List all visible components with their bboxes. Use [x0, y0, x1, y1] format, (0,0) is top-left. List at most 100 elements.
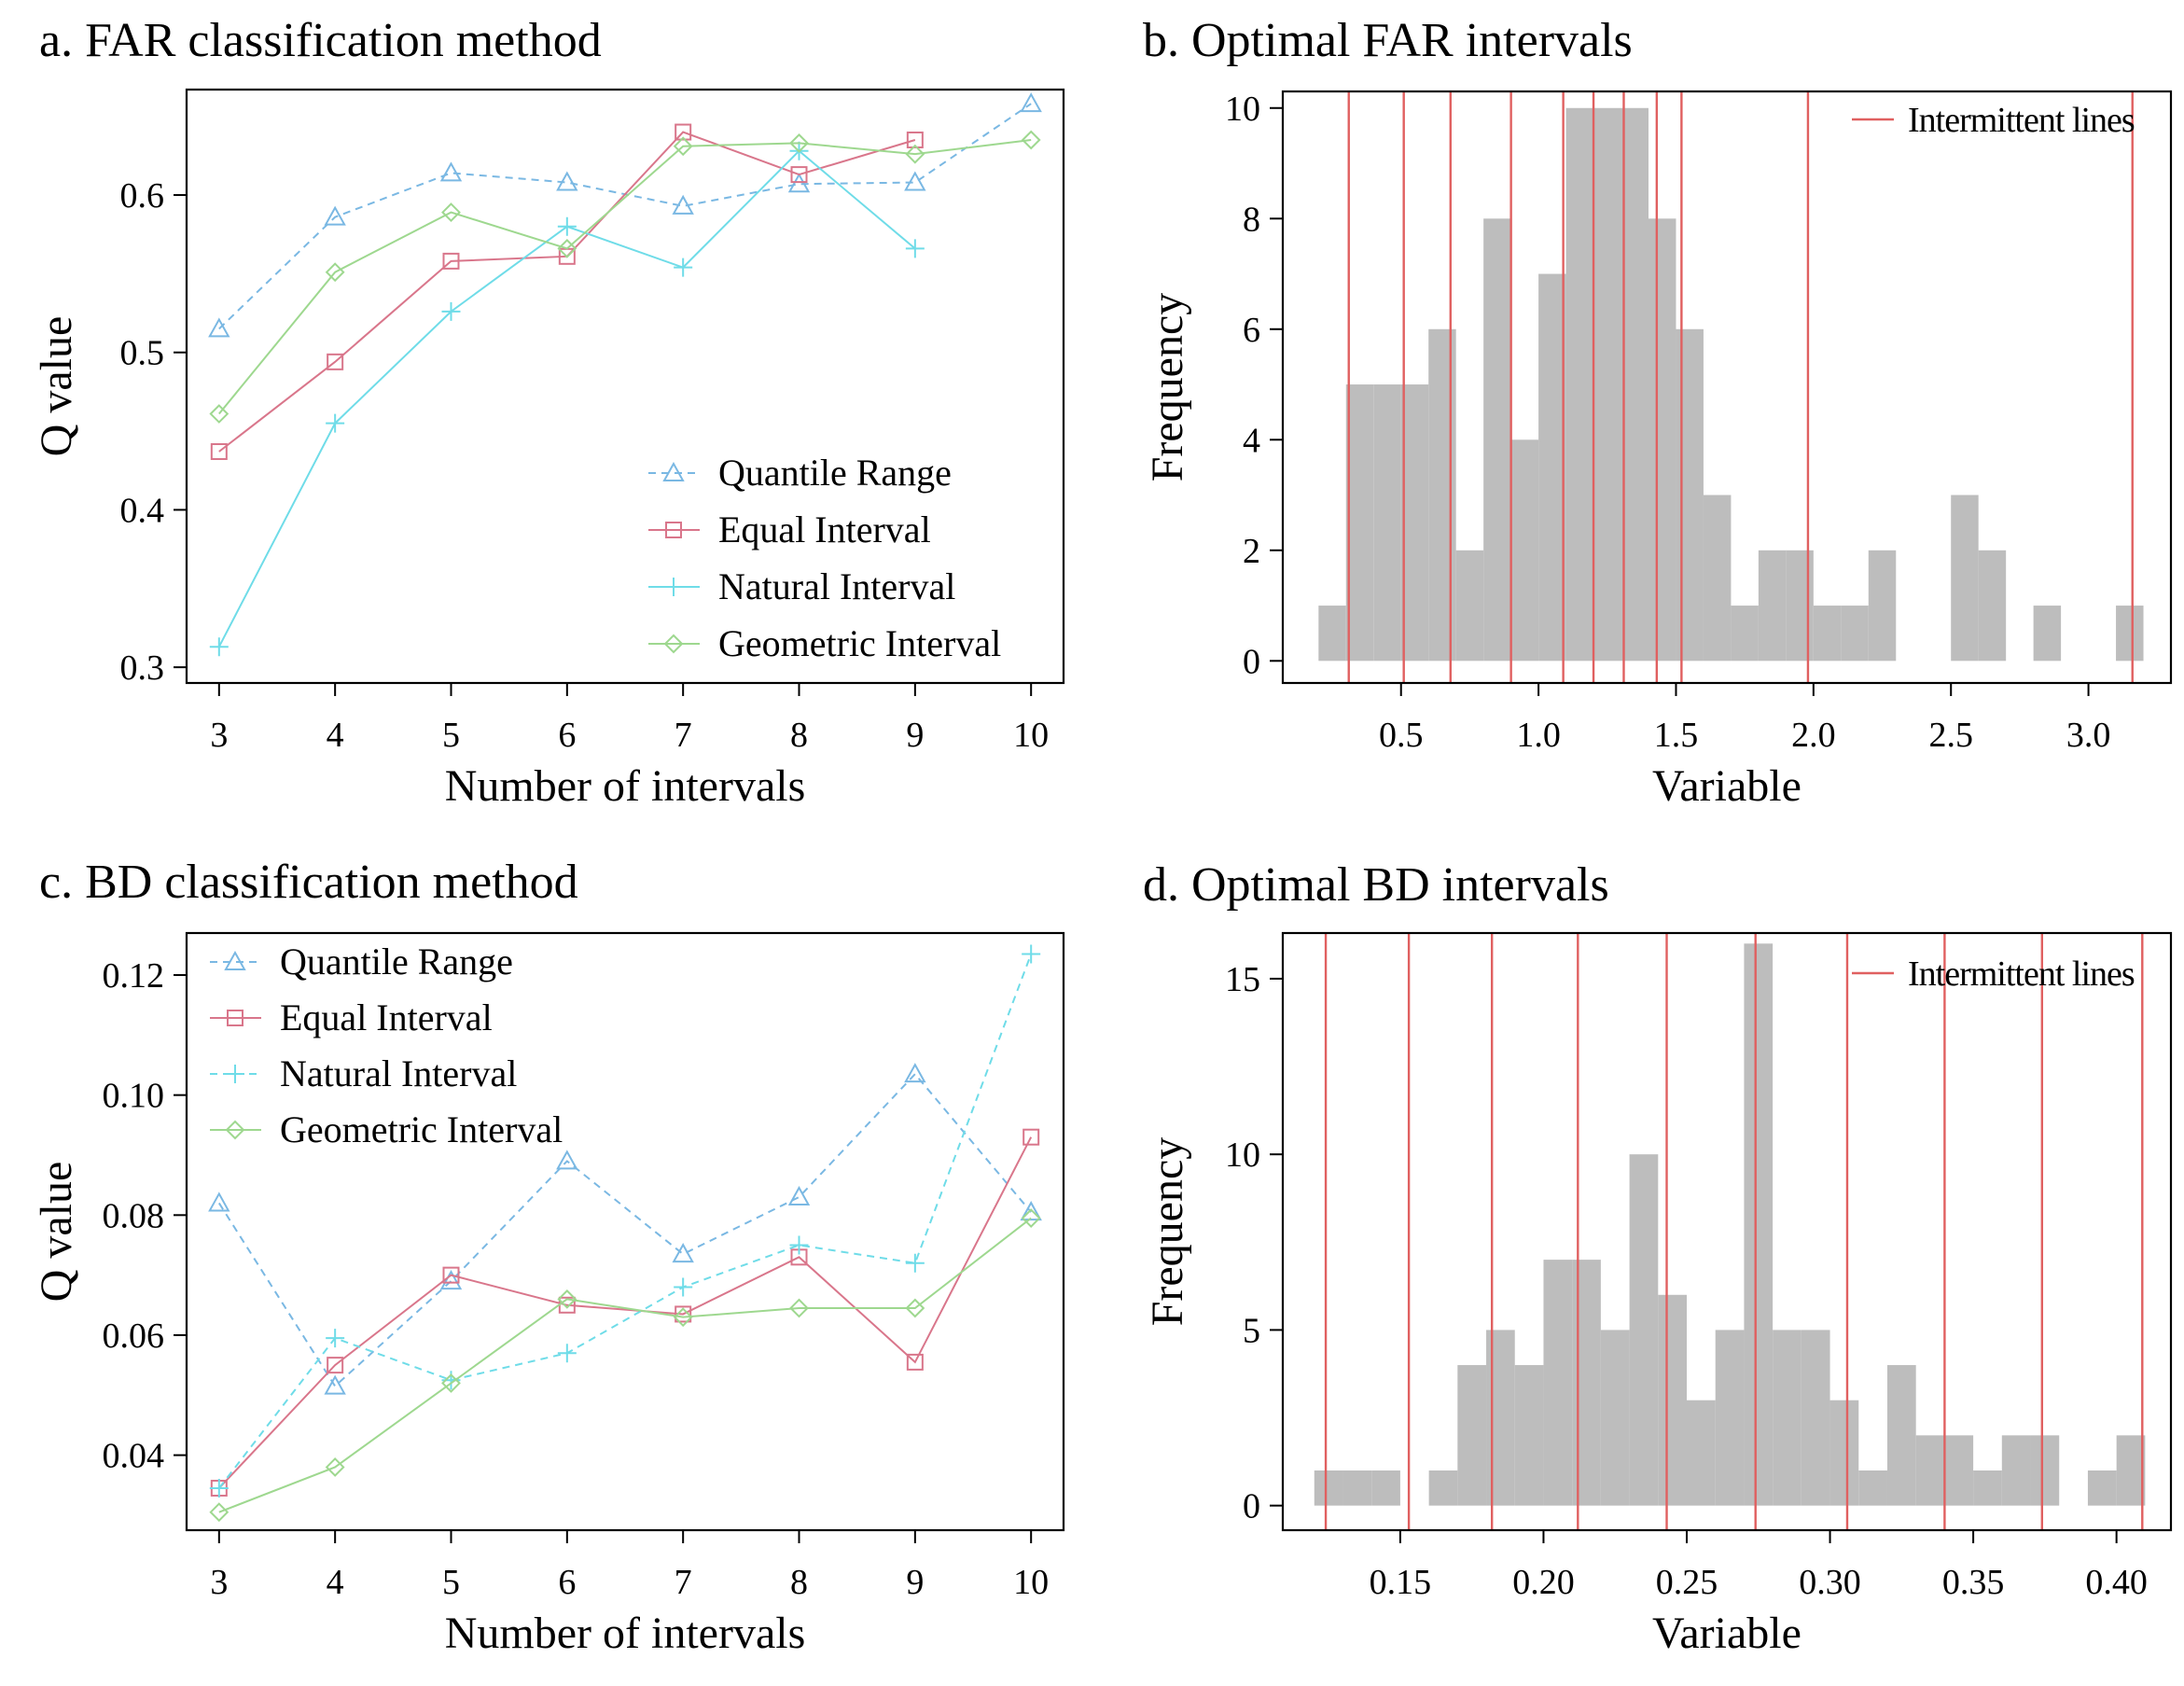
x-tick-label: 10	[1013, 1563, 1049, 1602]
x-axis-label: Variable	[1652, 761, 1801, 811]
y-tick-label: 4	[1243, 421, 1260, 460]
legend-marker	[663, 634, 684, 654]
x-tick-label: 10	[1013, 716, 1049, 755]
legend-marker	[225, 1120, 245, 1140]
legend-marker	[665, 522, 682, 538]
histogram-bar	[1786, 550, 1814, 662]
data-point	[209, 404, 230, 424]
y-tick-label: 15	[1225, 960, 1260, 999]
histogram-bar	[1773, 1330, 1801, 1506]
data-point	[442, 1266, 460, 1284]
series-quantile-range	[208, 1063, 1042, 1395]
x-tick-label: 1.5	[1654, 716, 1699, 755]
x-tick-label: 8	[790, 1563, 808, 1602]
data-point	[905, 1253, 925, 1273]
histogram-bar	[1538, 273, 1566, 662]
data-point	[325, 262, 345, 283]
data-point	[674, 258, 693, 277]
y-tick-label: 8	[1243, 200, 1260, 239]
y-tick-label: 0.5	[120, 334, 165, 373]
y-tick-label: 0.08	[103, 1196, 165, 1235]
histogram-bar	[1744, 943, 1774, 1506]
data-point	[1020, 1201, 1042, 1221]
y-tick-label: 0.6	[120, 176, 165, 216]
legend-label: Intermittent lines	[1908, 954, 2135, 994]
histogram-bar	[1543, 1260, 1573, 1506]
series-quantile-range	[208, 92, 1042, 338]
histogram-bars	[1314, 943, 2146, 1506]
y-tick-label: 0.10	[103, 1077, 165, 1116]
data-point	[439, 1270, 463, 1290]
histogram-bar	[2116, 1435, 2146, 1506]
histogram-bar	[1314, 1470, 1343, 1506]
x-tick-label: 7	[675, 1563, 692, 1602]
legend-marker	[226, 1065, 244, 1083]
legend-label: Natural Interval	[718, 565, 955, 607]
histogram-bar	[1676, 328, 1704, 662]
histogram-bar	[1565, 107, 1594, 662]
data-point	[674, 1277, 693, 1297]
legend-label: Geometric Interval	[718, 622, 1001, 664]
histogram-bar	[2033, 606, 2062, 662]
data-point	[208, 1191, 230, 1212]
data-point	[209, 1478, 229, 1498]
data-point	[905, 239, 925, 258]
y-axis-label: Frequency	[1143, 293, 1192, 482]
y-tick-label: 0.04	[103, 1437, 165, 1476]
data-point	[904, 171, 926, 191]
data-point	[1020, 92, 1042, 113]
series-line	[217, 1072, 1032, 1388]
data-point	[441, 1372, 461, 1393]
data-point	[1022, 1128, 1040, 1146]
histogram-bar	[1944, 1435, 1974, 1506]
histogram-bar	[1715, 1330, 1745, 1506]
data-point	[556, 1150, 578, 1170]
histogram-bar	[1373, 384, 1401, 662]
histogram-bar	[1600, 1330, 1630, 1506]
histogram-bar	[2116, 606, 2144, 662]
y-axis-label: Frequency	[1143, 1137, 1192, 1327]
data-point	[789, 132, 809, 153]
data-point	[557, 216, 577, 236]
chart-title: d. Optimal BD intervals	[1143, 858, 1609, 912]
histogram-bar	[1486, 1330, 1515, 1506]
legend: Quantile Range Equal Interval Natural Inte…	[648, 452, 1001, 664]
y-tick-label: 0.4	[120, 491, 165, 530]
histogram-bar	[1841, 606, 1869, 662]
legend-label: Quantile Range	[280, 941, 513, 982]
histogram-bar	[2030, 1435, 2060, 1506]
x-tick-label: 3	[210, 716, 228, 755]
x-tick-label: 0.30	[1799, 1563, 1861, 1602]
y-tick-label: 0	[1243, 1487, 1260, 1526]
legend-marker	[227, 1010, 243, 1026]
legend-marker	[664, 578, 683, 596]
histogram-bar	[1687, 1400, 1716, 1506]
data-point	[905, 144, 925, 164]
y-tick-label: 2	[1243, 532, 1260, 571]
x-tick-label: 0.35	[1942, 1563, 2005, 1602]
chart-c: c. BD classification method 3 4 5 6 7 8 9 10 0.04…	[32, 856, 1065, 1658]
data-point	[327, 1357, 344, 1374]
histogram-bar	[1400, 384, 1429, 662]
x-tick-label: 0.5	[1379, 716, 1424, 755]
histogram-bar	[1629, 1154, 1659, 1506]
x-tick-label: 0.15	[1370, 1563, 1432, 1602]
histogram-bar	[1572, 1260, 1601, 1506]
plot-frame	[1281, 931, 2173, 1532]
histogram-bar	[1978, 550, 2007, 662]
series-line	[218, 1217, 1032, 1513]
series-equal-interval	[210, 1128, 1040, 1497]
data-point	[326, 1329, 345, 1348]
legend-marker	[662, 461, 685, 481]
histogram-bar	[1457, 1365, 1487, 1506]
histogram-bar	[1915, 1435, 1945, 1506]
histogram-bar	[1510, 439, 1539, 662]
data-point	[675, 1305, 692, 1323]
chart-a: a. FAR classification method 3 4 5 6 7 8 9 10 0.3…	[32, 14, 1065, 811]
histogram-bar	[1731, 606, 1759, 662]
x-tick-label: 9	[906, 716, 924, 755]
histogram-bar	[1658, 1294, 1688, 1506]
x-tick-label: 0.20	[1512, 1563, 1575, 1602]
histogram-bar	[1428, 1470, 1458, 1506]
